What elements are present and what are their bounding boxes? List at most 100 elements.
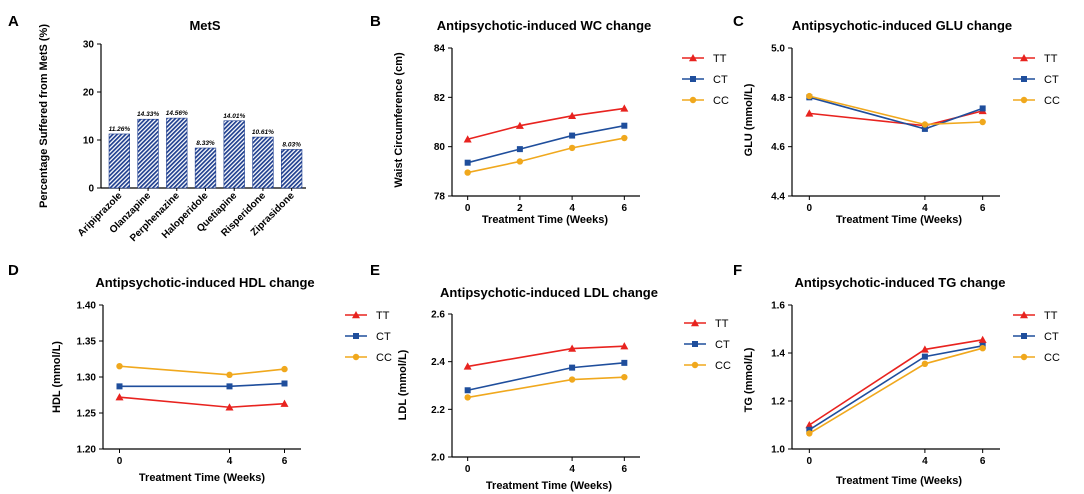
- panel-e-y-axis-label: LDL (mmol/L): [397, 349, 409, 420]
- data-point-cc: [226, 371, 233, 379]
- panel-c-y-tick-label: 4.8: [771, 93, 785, 104]
- panel-f-x-tick-label: 0: [807, 456, 813, 467]
- legend-marker-tt: [352, 311, 360, 319]
- panel-f-y-tick-label: 1.0: [771, 445, 785, 456]
- legend-marker-ct: [1021, 76, 1027, 82]
- panel-c-x-tick-label: 0: [807, 203, 813, 214]
- legend-marker-cc: [1020, 96, 1028, 104]
- panel-e-x-tick-label: 4: [569, 464, 575, 475]
- data-point-ct: [979, 105, 986, 112]
- bar: [194, 147, 217, 189]
- legend-label-ct: CT: [1044, 331, 1059, 343]
- data-point-cc: [116, 363, 123, 370]
- panel-f-y-axis-label: TG (mmol/L): [743, 347, 755, 412]
- series-line-ct: [467, 124, 625, 164]
- panel-e-plot: 2.0 2.2 2.4 2.6 0 4 6 TT CT CC: [431, 310, 731, 476]
- data-point-cc: [921, 360, 929, 367]
- panel-c-plot: 4.4 4.6 4.8 5.0 0 4 6 TT CT CC: [771, 44, 1060, 215]
- series-line-tt: [467, 107, 625, 141]
- panel-f-x-axis-label: Treatment Time (Weeks): [836, 475, 962, 487]
- data-point-cc: [979, 118, 986, 126]
- data-point-tt: [620, 342, 629, 350]
- data-point-cc: [516, 158, 524, 165]
- panel-b-y-tick-label: 80: [434, 142, 446, 153]
- panel-b-x-tick-label: 2: [517, 203, 523, 214]
- legend-label-cc: CC: [1044, 95, 1060, 107]
- series-line-tt: [467, 345, 625, 368]
- panel-a-y-tick-label: 20: [83, 88, 95, 99]
- panel-d-plot: 1.20 1.25 1.30 1.35 1.40 0 4 6 TT CT CC: [77, 301, 392, 468]
- legend-marker-ct: [690, 76, 696, 82]
- data-point-cc: [806, 92, 813, 100]
- panel-b-y-tick-label: 84: [434, 44, 446, 55]
- legend-label-tt: TT: [1044, 53, 1058, 65]
- bar-data-label: 14.01%: [223, 113, 245, 120]
- data-point-tt: [568, 111, 577, 120]
- panel-d-y-tick-label: 1.35: [77, 337, 97, 348]
- panel-d-x-tick-label: 0: [117, 456, 123, 467]
- panel-b-plot: 78 80 82 84 0 2 4 6 TT CT CC: [434, 44, 729, 215]
- data-point-ct: [464, 159, 471, 166]
- panel-f-y-tick-label: 1.6: [771, 301, 785, 312]
- bar-data-label: 14.56%: [166, 110, 188, 117]
- data-point-tt: [280, 399, 289, 407]
- panel-e-y-tick-label: 2.6: [431, 310, 445, 321]
- data-point-ct: [921, 125, 928, 132]
- legend-marker-ct: [1021, 333, 1027, 339]
- panel-a-y-tick-label: 10: [83, 136, 95, 147]
- panel-f-title: Antipsychotic-induced TG change: [795, 275, 1006, 290]
- panel-c-y-tick-label: 5.0: [771, 44, 785, 55]
- panel-b-y-axis-label: Waist Circumference (cm): [393, 52, 405, 188]
- panel-e-y-tick-label: 2.4: [431, 357, 445, 368]
- panel-e-x-axis-label: Treatment Time (Weeks): [486, 480, 612, 492]
- legend-label-ct: CT: [1044, 74, 1059, 86]
- bar: [108, 133, 130, 189]
- legend-marker-cc: [1020, 353, 1028, 361]
- bar-data-label: 8.33%: [196, 140, 215, 147]
- data-point-ct: [621, 122, 628, 129]
- panel-label-d: D: [8, 262, 19, 279]
- panel-a-y-axis-label: Percentage Suffered from MetS (%): [38, 24, 50, 208]
- panel-d-y-tick-label: 1.40: [77, 301, 97, 312]
- bar: [223, 120, 245, 189]
- bar: [281, 149, 303, 189]
- panel-d-x-tick-label: 4: [227, 456, 233, 467]
- series-line-ct: [119, 382, 285, 388]
- panel-d: D Antipsychotic-induced HDL change HDL (…: [8, 262, 392, 484]
- bar-data-label: 10.61%: [252, 129, 274, 136]
- panel-e-y-tick-label: 2.2: [431, 405, 445, 416]
- legend-marker-cc: [352, 353, 360, 361]
- data-point-cc: [568, 376, 576, 383]
- panel-b-x-tick-label: 0: [465, 203, 471, 214]
- panel-label-f: F: [733, 262, 742, 279]
- legend-label-tt: TT: [376, 310, 390, 322]
- legend-marker-tt: [1020, 54, 1028, 62]
- panel-d-title: Antipsychotic-induced HDL change: [95, 275, 314, 290]
- series-line-cc: [467, 376, 625, 399]
- legend-marker-ct: [692, 341, 698, 347]
- legend-label-cc: CC: [1044, 352, 1060, 364]
- data-point-cc: [464, 169, 471, 176]
- data-point-tt: [515, 121, 524, 129]
- panel-e-x-tick-label: 0: [465, 464, 471, 475]
- panel-c-y-tick-label: 4.6: [771, 142, 785, 153]
- bar: [137, 118, 159, 189]
- legend-marker-cc: [691, 361, 699, 369]
- data-point-tt: [225, 403, 234, 411]
- panel-b-x-tick-label: 4: [569, 203, 575, 214]
- legend-label-tt: TT: [715, 318, 729, 330]
- panel-c-title: Antipsychotic-induced GLU change: [792, 18, 1012, 33]
- panel-label-c: C: [733, 13, 744, 30]
- legend-marker-tt: [1020, 311, 1028, 319]
- bar-data-label: 14.33%: [137, 111, 159, 118]
- panel-f: F Antipsychotic-induced TG change TG (mm…: [733, 262, 1060, 487]
- panel-e-x-tick-label: 6: [622, 464, 628, 475]
- data-point-tt: [805, 421, 814, 429]
- panel-d-x-tick-label: 6: [282, 456, 288, 467]
- series-line-ct: [467, 362, 625, 392]
- data-point-cc: [621, 373, 628, 381]
- panel-c: C Antipsychotic-induced GLU change GLU (…: [733, 13, 1060, 226]
- panel-b-x-tick-label: 6: [622, 203, 628, 214]
- data-point-tt: [568, 344, 577, 352]
- series-line-cc: [467, 137, 625, 174]
